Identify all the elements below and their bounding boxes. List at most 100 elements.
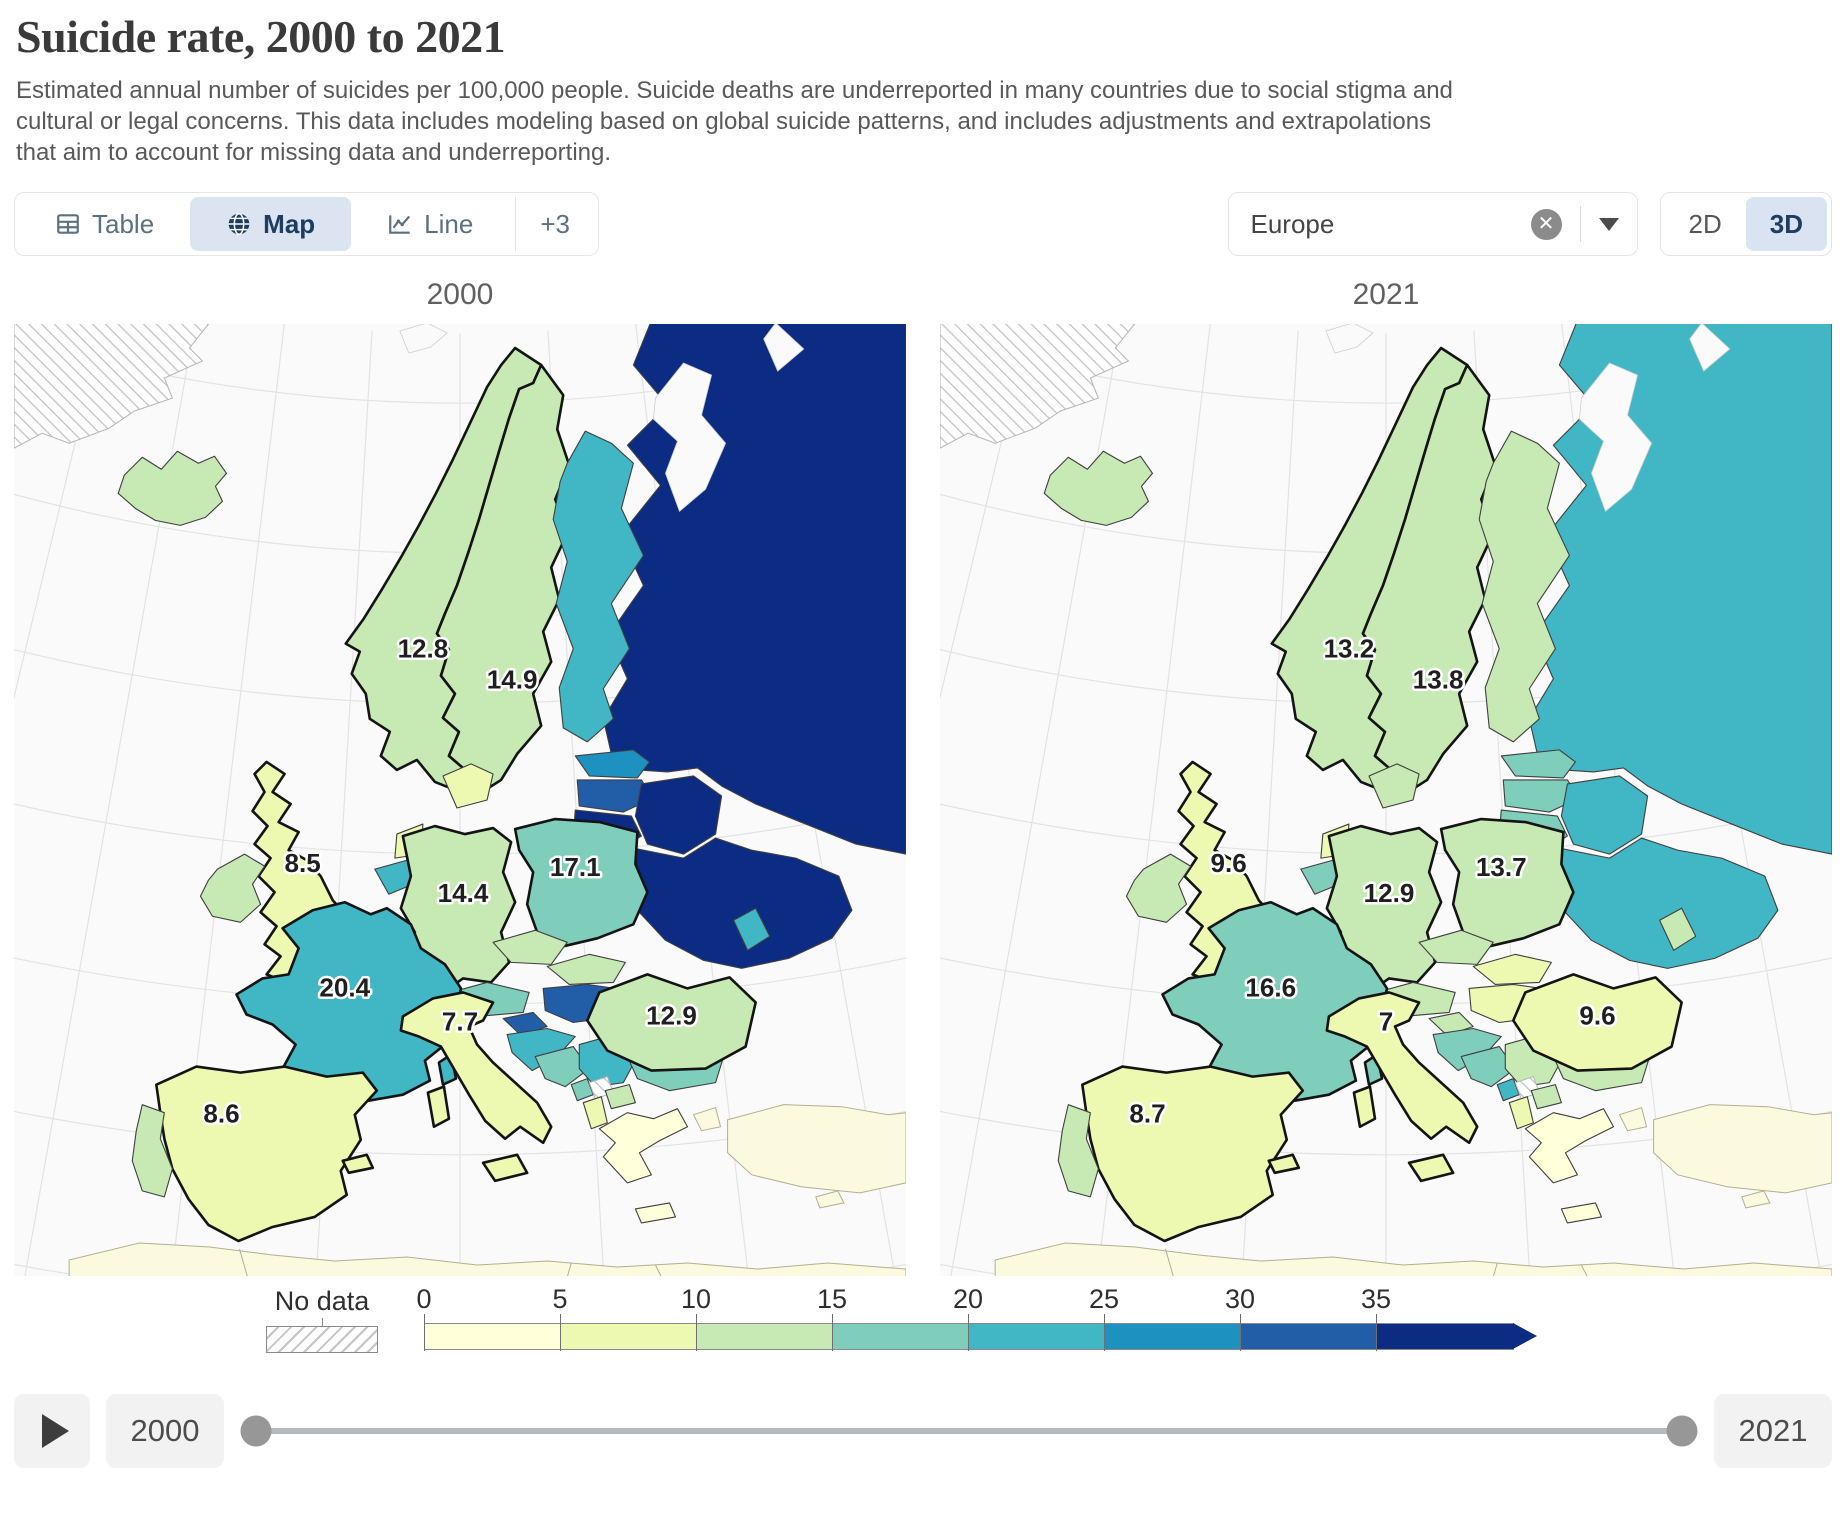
- legend-bin-0[interactable]: [425, 1324, 561, 1349]
- play-button[interactable]: [14, 1394, 90, 1468]
- maps-row: 2000 12.8 14.9 8.5 14.4 17.1 20.4 7.7 12.9 8.6 2…: [14, 272, 1832, 1276]
- controls-row: Table Map Line +3 Europe ✕ 2D 3D: [14, 192, 1832, 256]
- no-data-tick: [321, 1318, 323, 1326]
- country-belarus[interactable]: [634, 775, 723, 855]
- legend-no-data: No data: [266, 1286, 378, 1353]
- country-moldova[interactable]: [733, 907, 771, 951]
- country-denmark[interactable]: [442, 763, 494, 809]
- slider-handle-end[interactable]: [1666, 1415, 1698, 1447]
- country-finland[interactable]: [1478, 430, 1570, 743]
- timeline-slider[interactable]: [240, 1394, 1698, 1468]
- country-macedonia[interactable]: [1530, 1084, 1562, 1110]
- country-russia[interactable]: [1528, 324, 1832, 855]
- tab-table[interactable]: Table: [19, 197, 190, 251]
- slider-handle-start[interactable]: [240, 1415, 272, 1447]
- country-turkey[interactable]: [727, 1104, 906, 1194]
- legend-tick-label: 10: [680, 1284, 712, 1314]
- legend-bin-5[interactable]: [1105, 1324, 1241, 1349]
- country-africa[interactable]: [994, 1242, 1832, 1276]
- tab-line[interactable]: Line: [351, 197, 509, 251]
- chevron-down-icon[interactable]: [1598, 217, 1619, 231]
- country-italy[interactable]: [1325, 991, 1479, 1145]
- legend-bin-4[interactable]: [969, 1324, 1105, 1349]
- choropleth-map-2021[interactable]: 13.2 13.8 9.6 12.9 13.7 16.6 7 9.6 8.7: [940, 324, 1832, 1276]
- country-ireland[interactable]: [199, 853, 266, 923]
- country-sicily[interactable]: [481, 1153, 529, 1183]
- country-moldova[interactable]: [1659, 907, 1697, 951]
- view-option-3d[interactable]: 3D: [1745, 197, 1827, 251]
- country-czechia[interactable]: [492, 929, 568, 965]
- legend-tick-line: [1104, 1314, 1105, 1351]
- country-poland[interactable]: [1439, 817, 1575, 948]
- country-thrace[interactable]: [692, 1107, 722, 1132]
- country-greece[interactable]: [598, 1108, 689, 1184]
- country-ukraine[interactable]: [1550, 837, 1779, 969]
- country-belarus[interactable]: [1560, 775, 1649, 855]
- legend-bin-6[interactable]: [1241, 1324, 1377, 1349]
- tabs-more-button[interactable]: +3: [515, 197, 594, 251]
- country-russia[interactable]: [602, 324, 906, 855]
- no-data-swatch[interactable]: [266, 1326, 378, 1353]
- country-italy[interactable]: [399, 991, 553, 1145]
- country-finland[interactable]: [552, 430, 644, 743]
- legend-bin-1[interactable]: [561, 1324, 697, 1349]
- country-czechia[interactable]: [1418, 929, 1494, 965]
- value-label-italy: 7.7: [442, 1007, 478, 1037]
- country-romania[interactable]: [1511, 973, 1683, 1072]
- country-denmark[interactable]: [1368, 763, 1420, 809]
- country-greenland[interactable]: [940, 324, 1136, 449]
- slider-track[interactable]: [256, 1428, 1682, 1434]
- country-spain[interactable]: [155, 1065, 379, 1243]
- country-crete[interactable]: [634, 1202, 677, 1224]
- country-portugal[interactable]: [131, 1104, 173, 1198]
- country-greenland[interactable]: [14, 324, 210, 449]
- country-novaya: [1689, 324, 1731, 372]
- country-estonia[interactable]: [574, 749, 650, 779]
- country-albania[interactable]: [1508, 1096, 1534, 1130]
- country-greece[interactable]: [1524, 1108, 1615, 1184]
- clear-region-icon[interactable]: ✕: [1530, 208, 1562, 240]
- country-bosnia[interactable]: [1460, 1046, 1516, 1088]
- country-slovakia[interactable]: [1472, 953, 1552, 985]
- country-albania[interactable]: [582, 1096, 608, 1130]
- view-option-2d[interactable]: 2D: [1665, 197, 1746, 251]
- country-thrace[interactable]: [1618, 1107, 1648, 1132]
- country-slovakia[interactable]: [546, 953, 626, 985]
- timeline-end-year[interactable]: 2021: [1714, 1394, 1832, 1468]
- country-sardinia[interactable]: [1352, 1085, 1377, 1129]
- country-svalbard: [1325, 324, 1374, 354]
- country-portugal[interactable]: [1057, 1104, 1099, 1198]
- timeline-start-year[interactable]: 2000: [106, 1394, 224, 1468]
- country-ireland[interactable]: [1125, 853, 1192, 923]
- country-spain[interactable]: [1081, 1065, 1305, 1243]
- value-label-france: 16.6: [1245, 972, 1296, 1002]
- legend-bin-2[interactable]: [697, 1324, 833, 1349]
- legend-bin-3[interactable]: [833, 1324, 969, 1349]
- country-macedonia[interactable]: [604, 1084, 636, 1110]
- choropleth-map-2000[interactable]: 12.8 14.9 8.5 14.4 17.1 20.4 7.7 12.9 8.6: [14, 324, 906, 1276]
- country-sicily[interactable]: [1407, 1153, 1455, 1183]
- country-balearic[interactable]: [341, 1153, 375, 1175]
- country-bosnia[interactable]: [534, 1046, 590, 1088]
- country-cyprus[interactable]: [815, 1190, 845, 1209]
- table-icon: [55, 211, 81, 237]
- country-france[interactable]: [235, 900, 463, 1102]
- country-iceland[interactable]: [117, 450, 228, 526]
- country-ukraine[interactable]: [624, 837, 853, 969]
- country-cyprus[interactable]: [1741, 1190, 1771, 1209]
- country-africa[interactable]: [68, 1242, 906, 1276]
- country-sardinia[interactable]: [426, 1085, 451, 1129]
- country-balearic[interactable]: [1267, 1153, 1301, 1175]
- country-crete[interactable]: [1560, 1202, 1603, 1224]
- legend-bin-7[interactable]: [1377, 1324, 1513, 1349]
- country-france[interactable]: [1161, 900, 1389, 1102]
- country-poland[interactable]: [513, 817, 649, 948]
- country-iceland[interactable]: [1043, 450, 1154, 526]
- value-label-uk: 9.6: [1211, 848, 1247, 878]
- country-romania[interactable]: [585, 973, 757, 1072]
- region-select[interactable]: Europe ✕: [1227, 192, 1638, 256]
- tab-map[interactable]: Map: [190, 197, 352, 251]
- country-estonia[interactable]: [1500, 749, 1576, 779]
- country-turkey[interactable]: [1653, 1104, 1832, 1194]
- page-subtitle: Estimated annual number of suicides per …: [16, 77, 1453, 166]
